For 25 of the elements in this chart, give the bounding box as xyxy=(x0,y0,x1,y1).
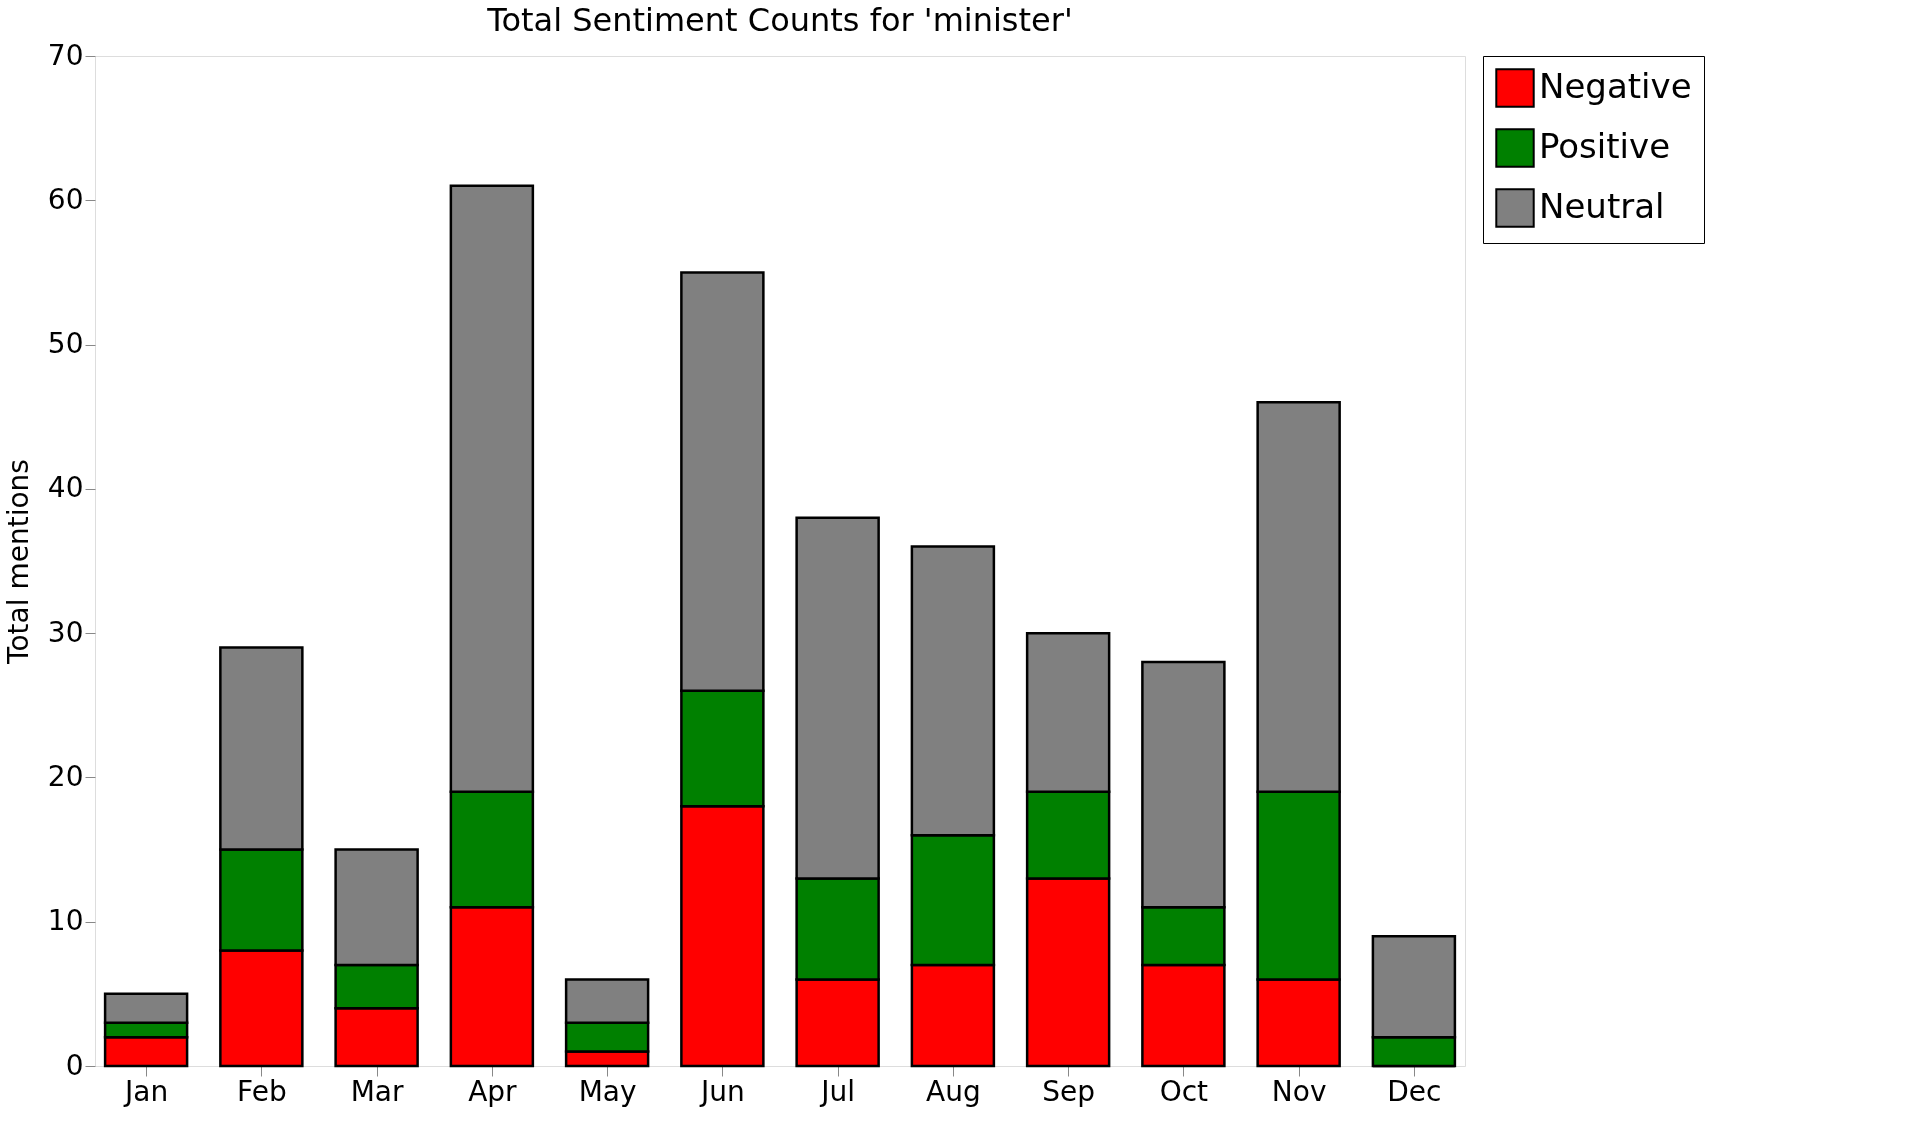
x-tick-label: Oct xyxy=(1159,1074,1209,1108)
y-tick-label: 20 xyxy=(47,759,84,793)
x-tick-label: Dec xyxy=(1387,1074,1442,1108)
y-tick-label: 30 xyxy=(47,615,84,649)
x-tick-label: Feb xyxy=(237,1074,287,1108)
y-tick-label: 50 xyxy=(47,327,84,361)
y-tick-label: 0 xyxy=(65,1048,84,1082)
x-tick-label: Sep xyxy=(1042,1074,1096,1108)
x-tick-label: Nov xyxy=(1271,1074,1327,1108)
y-axis-title: Total mentions xyxy=(1,459,35,665)
legend-label: Positive xyxy=(1539,126,1671,166)
chart-title: Total Sentiment Counts for 'minister' xyxy=(486,1,1073,39)
x-tick-label: Apr xyxy=(468,1074,518,1108)
x-tick-label: Jul xyxy=(819,1074,856,1108)
y-tick-label: 70 xyxy=(47,38,84,72)
legend-label: Negative xyxy=(1539,66,1692,106)
y-tick-label: 10 xyxy=(47,904,84,938)
x-tick-label: Aug xyxy=(926,1074,981,1108)
y-tick-label: 60 xyxy=(47,182,84,216)
y-tick-label: 40 xyxy=(47,471,84,505)
legend-label: Neutral xyxy=(1539,186,1665,226)
x-tick-label: Jun xyxy=(699,1074,745,1108)
x-tick-label: May xyxy=(578,1074,637,1108)
x-tick-label: Mar xyxy=(350,1074,405,1108)
x-tick-label: Jan xyxy=(123,1074,169,1108)
